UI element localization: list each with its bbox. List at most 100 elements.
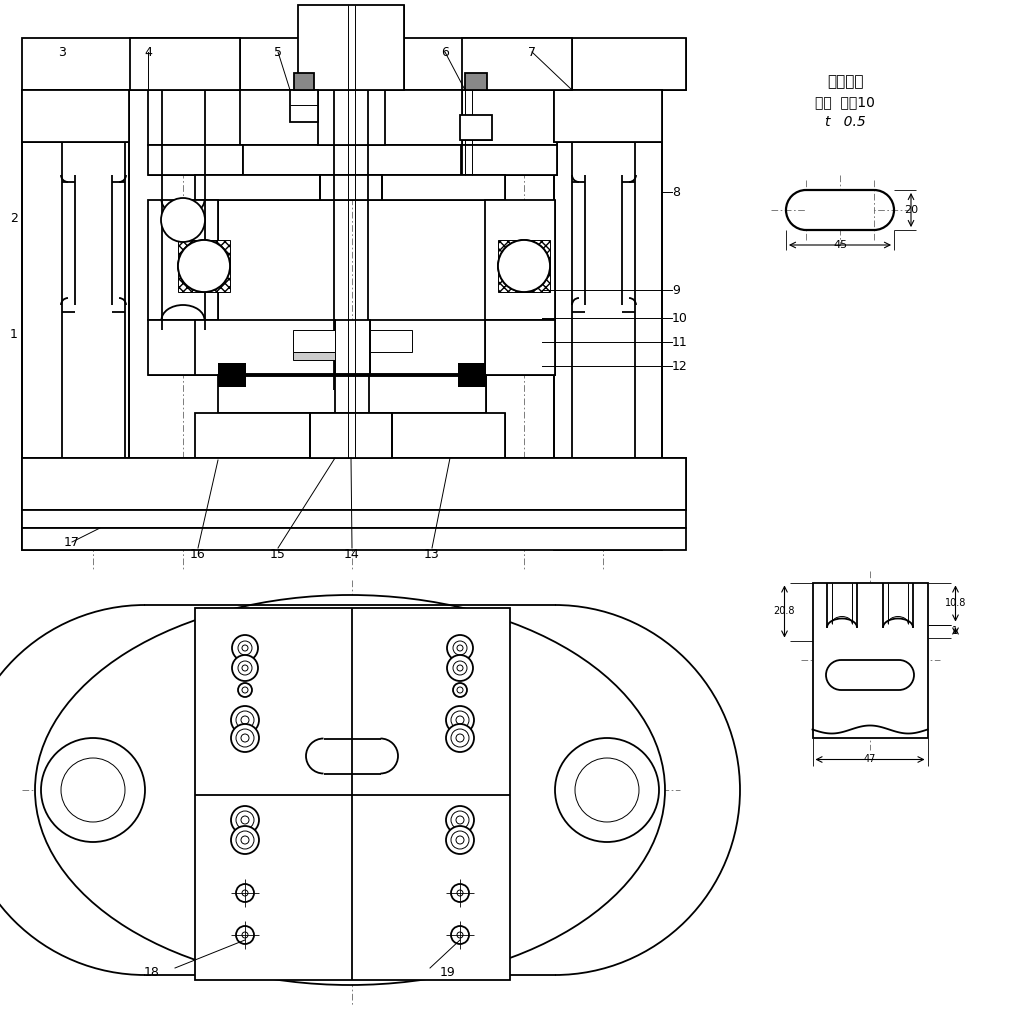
Circle shape [236, 711, 254, 729]
Bar [298, 5, 404, 90]
Bar [554, 90, 662, 142]
Bar [22, 90, 129, 142]
Bar [462, 38, 572, 90]
Circle shape [451, 926, 469, 944]
Text: 2: 2 [10, 212, 18, 224]
Circle shape [238, 683, 252, 697]
Text: 20: 20 [904, 205, 918, 215]
Bar [130, 38, 240, 90]
Circle shape [555, 738, 659, 842]
Bar [554, 90, 662, 142]
Circle shape [231, 826, 259, 854]
Circle shape [451, 831, 469, 849]
Bar [485, 200, 555, 319]
Bar [148, 319, 218, 375]
Bar [485, 319, 555, 375]
Circle shape [242, 665, 248, 671]
Circle shape [457, 932, 463, 938]
Bar [554, 90, 662, 142]
Bar [318, 90, 385, 145]
Circle shape [242, 687, 248, 693]
Text: 14: 14 [344, 549, 360, 561]
Circle shape [161, 198, 205, 242]
Bar [22, 90, 129, 550]
Circle shape [242, 890, 248, 896]
Circle shape [232, 635, 258, 662]
Circle shape [453, 683, 467, 697]
Bar [240, 90, 462, 145]
Bar [554, 90, 662, 550]
Text: 5: 5 [274, 45, 282, 58]
Circle shape [447, 655, 473, 681]
Text: 3: 3 [59, 45, 66, 58]
Bar [293, 352, 335, 360]
Bar [298, 5, 404, 90]
Bar [370, 319, 485, 375]
Bar [243, 145, 461, 175]
Circle shape [63, 122, 123, 182]
Bar [370, 330, 412, 352]
Circle shape [41, 738, 145, 842]
Circle shape [575, 758, 639, 822]
Bar [22, 38, 686, 90]
Bar [22, 528, 686, 550]
Circle shape [498, 240, 550, 292]
Circle shape [236, 926, 254, 944]
Text: 15: 15 [270, 549, 286, 561]
Text: 1: 1 [10, 329, 18, 341]
Bar [462, 90, 557, 145]
Circle shape [456, 836, 464, 844]
Text: 18: 18 [144, 967, 160, 980]
Circle shape [451, 729, 469, 746]
Bar [218, 375, 486, 413]
Bar [22, 458, 686, 510]
Circle shape [238, 641, 252, 655]
Bar [195, 608, 510, 980]
Bar [370, 319, 485, 375]
Circle shape [453, 662, 467, 675]
Circle shape [236, 729, 254, 746]
Bar [195, 413, 504, 458]
Bar [148, 200, 218, 319]
Circle shape [236, 831, 254, 849]
Bar [243, 145, 461, 175]
Bar [22, 38, 686, 90]
Circle shape [241, 716, 249, 724]
Text: t   0.5: t 0.5 [824, 115, 866, 129]
Bar [22, 90, 129, 142]
Bar [22, 90, 129, 142]
Bar [324, 738, 380, 773]
Circle shape [498, 240, 550, 292]
Circle shape [241, 816, 249, 824]
Bar [195, 319, 335, 375]
Text: 材料  钢板10: 材料 钢板10 [815, 95, 875, 109]
Bar [218, 362, 246, 387]
Text: 13: 13 [424, 549, 440, 561]
Bar [498, 240, 550, 292]
Bar [148, 200, 218, 319]
Text: 47: 47 [864, 755, 876, 765]
Circle shape [231, 706, 259, 734]
Circle shape [446, 806, 474, 834]
Text: 10.8: 10.8 [944, 598, 967, 608]
Bar [240, 90, 462, 145]
Bar [812, 583, 927, 737]
Text: 6: 6 [441, 45, 449, 58]
Text: 45: 45 [833, 240, 848, 250]
Bar [462, 145, 557, 175]
Circle shape [446, 724, 474, 752]
Circle shape [232, 655, 258, 681]
Bar [320, 175, 382, 200]
Circle shape [231, 806, 259, 834]
Ellipse shape [35, 595, 665, 985]
Bar [310, 413, 393, 458]
Bar [22, 458, 686, 510]
Text: 1: 1 [952, 626, 959, 636]
Circle shape [236, 884, 254, 902]
Circle shape [231, 724, 259, 752]
Circle shape [178, 240, 230, 292]
Circle shape [457, 687, 463, 693]
Text: 12: 12 [672, 359, 688, 373]
Circle shape [61, 758, 125, 822]
Bar [22, 510, 686, 528]
